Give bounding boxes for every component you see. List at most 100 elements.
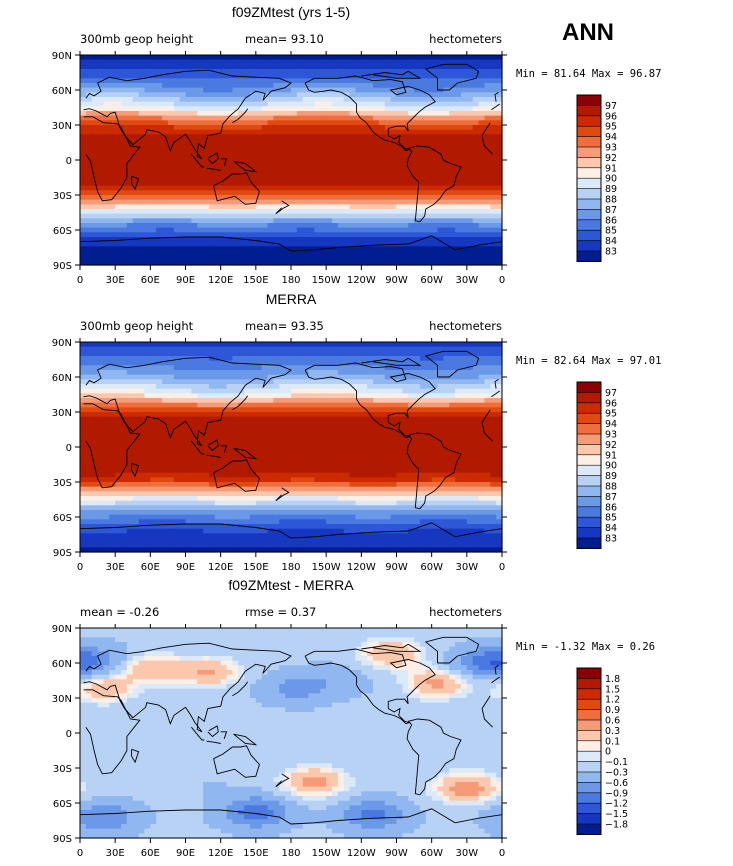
y-tick-label: 30S — [53, 478, 72, 489]
panels: f09ZMtest (yrs 1-5) 300mb geop height mean… — [52, 4, 662, 859]
x-tick-label: 60E — [141, 848, 160, 859]
colorbar-label: 1.2 — [605, 695, 620, 706]
colorbar-swatch — [576, 146, 602, 158]
colorbar-label: 0 — [605, 747, 611, 758]
left-label: 300mb geop height — [80, 32, 194, 46]
y-tick-label: 60N — [52, 659, 72, 670]
x-tick-label: 150E — [243, 848, 268, 859]
colorbar-swatch — [576, 115, 602, 127]
colorbar-swatch — [576, 771, 602, 783]
coastlines — [80, 350, 502, 539]
x-tick-label: 150W — [312, 562, 341, 573]
y-tick-label: 60S — [53, 513, 72, 524]
colorbar-label: 86 — [605, 502, 617, 513]
colorbar-label: 92 — [605, 440, 617, 451]
colorbar-swatch — [576, 730, 602, 742]
center-label: mean= 93.10 — [245, 32, 324, 46]
colorbar-swatch — [576, 485, 602, 497]
filled-contour-field — [80, 55, 503, 266]
x-tick-label: 30W — [456, 275, 479, 286]
colorbar-swatch — [576, 813, 602, 825]
x-tick-label: 60W — [420, 562, 443, 573]
x-tick-label: 90E — [176, 562, 195, 573]
colorbar-label: 94 — [605, 132, 617, 143]
colorbar-label: −0.6 — [605, 778, 628, 789]
center-label: rmse = 0.37 — [245, 605, 316, 619]
x-tick-label: 120W — [347, 562, 376, 573]
colorbar-swatch — [576, 537, 602, 549]
colorbar-swatch — [576, 250, 602, 262]
colorbar-swatch — [576, 698, 602, 711]
y-tick-label: 60N — [52, 373, 72, 384]
x-tick-label: 0 — [77, 848, 83, 859]
x-tick-label: 120W — [347, 275, 376, 286]
colorbar-label: 1.5 — [605, 684, 620, 695]
colorbar-label: 85 — [605, 513, 617, 524]
panel-title: f09ZMtest (yrs 1-5) — [232, 4, 350, 20]
panel-3: f09ZMtest - MERRA mean = -0.26 rmse = 0.37… — [52, 577, 655, 859]
x-tick-label: 0 — [499, 275, 505, 286]
colorbar-swatch — [576, 464, 602, 477]
y-tick-label: 90S — [53, 548, 72, 559]
colorbar-label: 0.6 — [605, 716, 620, 727]
colorbar-swatch — [576, 719, 602, 731]
colorbar-label: −1.2 — [605, 799, 628, 810]
y-tick-label: 0 — [66, 729, 72, 740]
left-label: mean = -0.26 — [80, 605, 159, 619]
colorbar-swatch — [576, 412, 602, 425]
y-tick-label: 60N — [52, 86, 72, 97]
season-label: ANN — [562, 19, 614, 46]
colorbar-swatch — [576, 782, 602, 794]
filled-contour-field — [80, 342, 503, 553]
colorbar-label: 97 — [605, 101, 617, 112]
colorbar-swatch — [576, 496, 602, 508]
colorbar-swatch — [576, 94, 602, 106]
center-label: mean= 93.35 — [245, 319, 324, 333]
colorbar-swatch — [576, 792, 602, 804]
colorbar-label: 87 — [605, 492, 617, 503]
y-tick-label: 30N — [52, 121, 72, 132]
x-tick-label: 0 — [499, 562, 505, 573]
y-tick-label: 30S — [53, 764, 72, 775]
y-tick-label: 0 — [66, 443, 72, 454]
colorbar-swatch — [576, 444, 602, 456]
x-tick-label: 0 — [77, 562, 83, 573]
colorbar-swatch — [576, 527, 602, 539]
x-tick-label: 60W — [420, 275, 443, 286]
colorbar-swatch — [576, 381, 602, 393]
colorbar-swatch — [576, 177, 602, 190]
colorbar-swatch — [576, 209, 602, 221]
colorbar-swatch — [576, 823, 602, 835]
colorbar-label: 83 — [605, 247, 617, 258]
x-tick-label: 120E — [208, 275, 233, 286]
y-tick-label: 90N — [52, 338, 72, 349]
x-tick-label: 180 — [281, 275, 300, 286]
y-tick-label: 90S — [53, 261, 72, 272]
colorbar-swatch — [576, 423, 602, 435]
colorbar-label: 84 — [605, 523, 617, 534]
y-tick-label: 60S — [53, 226, 72, 237]
colorbar-label: 88 — [605, 195, 617, 206]
colorbar-swatch — [576, 392, 602, 404]
y-tick-label: 90S — [53, 834, 72, 845]
min-max-label: Min = -1.32 Max = 0.26 — [516, 641, 655, 653]
colorbar-swatch — [576, 740, 602, 752]
colorbar-swatch — [576, 506, 602, 518]
colorbar-label: 83 — [605, 534, 617, 545]
x-tick-label: 180 — [281, 562, 300, 573]
colorbar-label: 1.8 — [605, 674, 620, 685]
colorbar-label: 0.9 — [605, 705, 620, 716]
x-tick-label: 90W — [385, 562, 408, 573]
panel-title: f09ZMtest - MERRA — [228, 577, 354, 593]
colorbar-label: 93 — [605, 430, 617, 441]
colorbar-swatch — [576, 761, 602, 773]
right-label: hectometers — [429, 319, 502, 333]
colorbar-label: 93 — [605, 143, 617, 154]
colorbar-label: 91 — [605, 450, 617, 461]
x-tick-label: 120W — [347, 848, 376, 859]
colorbar-label: −0.1 — [605, 757, 628, 768]
colorbar-swatch — [576, 750, 602, 763]
